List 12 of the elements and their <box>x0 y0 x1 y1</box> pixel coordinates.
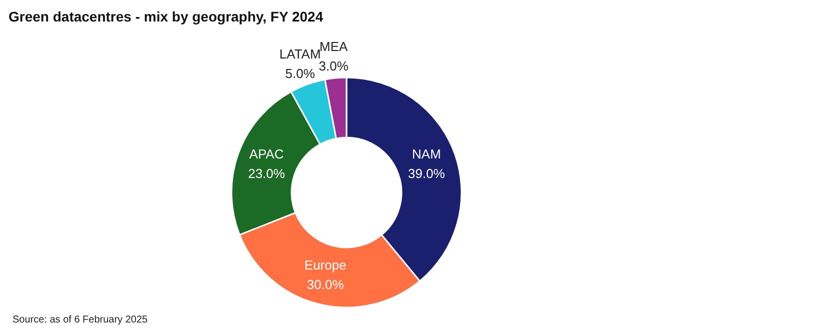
data-label: 5.0% <box>285 66 316 81</box>
data-label: 39.0% <box>408 166 446 181</box>
chart-title: Green datacentres - mix by geography, FY 2024 <box>8 8 324 24</box>
data-label: 23.0% <box>248 166 286 181</box>
source-note: Source: as of 6 February 2025 <box>12 314 148 326</box>
slice-label: Europe <box>304 258 346 273</box>
data-label: 3.0% <box>318 58 349 74</box>
data-label: 30.0% <box>306 277 344 292</box>
slice-label: APAC <box>249 146 284 162</box>
slice-label: NAM <box>412 146 441 162</box>
slice-label: LATAM <box>279 46 321 62</box>
slice-label: MEA <box>320 38 348 54</box>
